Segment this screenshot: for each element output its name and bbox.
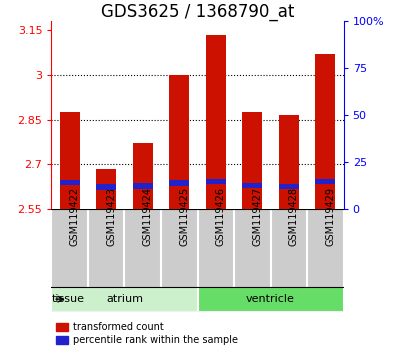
Bar (198, 287, 344, 312)
Bar (169, 180, 189, 185)
Bar (51, 287, 198, 312)
Text: GSM119423: GSM119423 (106, 187, 116, 246)
Text: GSM119428: GSM119428 (289, 187, 299, 246)
Bar (315, 179, 335, 184)
Bar (279, 115, 299, 209)
Bar (169, 75, 189, 209)
Bar (96, 169, 116, 209)
Title: GDS3625 / 1368790_at: GDS3625 / 1368790_at (101, 3, 294, 21)
Text: GSM119426: GSM119426 (216, 187, 226, 246)
Text: GSM119425: GSM119425 (179, 187, 189, 246)
Bar (279, 183, 299, 189)
Bar (206, 35, 226, 209)
Bar (60, 180, 80, 185)
Bar (60, 112, 80, 209)
Text: ventricle: ventricle (246, 294, 295, 304)
Bar (133, 143, 153, 209)
Bar (96, 184, 116, 189)
Bar (206, 179, 226, 184)
Text: GSM119424: GSM119424 (143, 187, 153, 246)
Text: atrium: atrium (106, 294, 143, 304)
Text: GSM119422: GSM119422 (70, 187, 80, 246)
Bar (315, 54, 335, 209)
Bar (242, 183, 262, 188)
Text: GSM119427: GSM119427 (252, 187, 262, 246)
Bar (133, 183, 153, 189)
Text: GSM119429: GSM119429 (325, 187, 335, 246)
Bar (242, 112, 262, 209)
Legend: transformed count, percentile rank within the sample: transformed count, percentile rank withi… (52, 319, 242, 349)
Text: tissue: tissue (52, 294, 85, 304)
